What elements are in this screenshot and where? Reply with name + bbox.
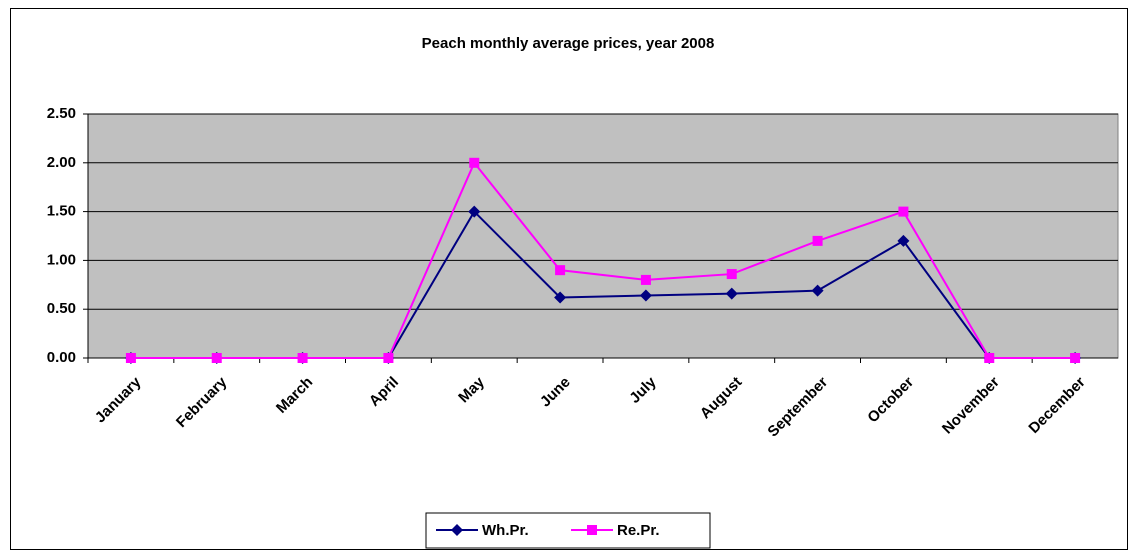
plot-area xyxy=(87,113,1119,359)
legend-label: Wh.Pr. xyxy=(482,522,529,539)
series-line xyxy=(130,160,1076,359)
legend-box xyxy=(425,512,711,549)
data-point xyxy=(640,274,651,285)
data-point xyxy=(383,353,394,363)
data-point xyxy=(898,206,909,217)
y-tick-label: 1.00 xyxy=(47,251,76,268)
data-point xyxy=(897,234,910,247)
data-point xyxy=(1070,353,1081,363)
legend-label: Re.Pr. xyxy=(617,522,660,539)
y-tick-label: 2.00 xyxy=(47,154,76,171)
y-tick-label: 0.00 xyxy=(47,349,76,366)
legend-marker xyxy=(587,525,597,535)
y-tick-label: 0.50 xyxy=(47,300,76,317)
data-point xyxy=(725,287,738,300)
chart-title: Peach monthly average prices, year 2008 xyxy=(422,35,715,52)
data-point xyxy=(125,353,136,363)
data-point xyxy=(639,289,652,302)
data-point xyxy=(812,235,823,246)
data-point xyxy=(984,353,995,363)
legend-marker xyxy=(451,524,463,536)
data-point xyxy=(468,205,481,218)
y-tick-label: 2.50 xyxy=(47,105,76,122)
data-point xyxy=(297,353,308,363)
data-point xyxy=(726,269,737,280)
data-point xyxy=(811,284,824,297)
data-point xyxy=(469,157,480,168)
y-tick-label: 1.50 xyxy=(47,203,76,220)
data-point xyxy=(555,265,566,276)
data-point xyxy=(554,291,567,304)
data-point xyxy=(211,353,222,363)
